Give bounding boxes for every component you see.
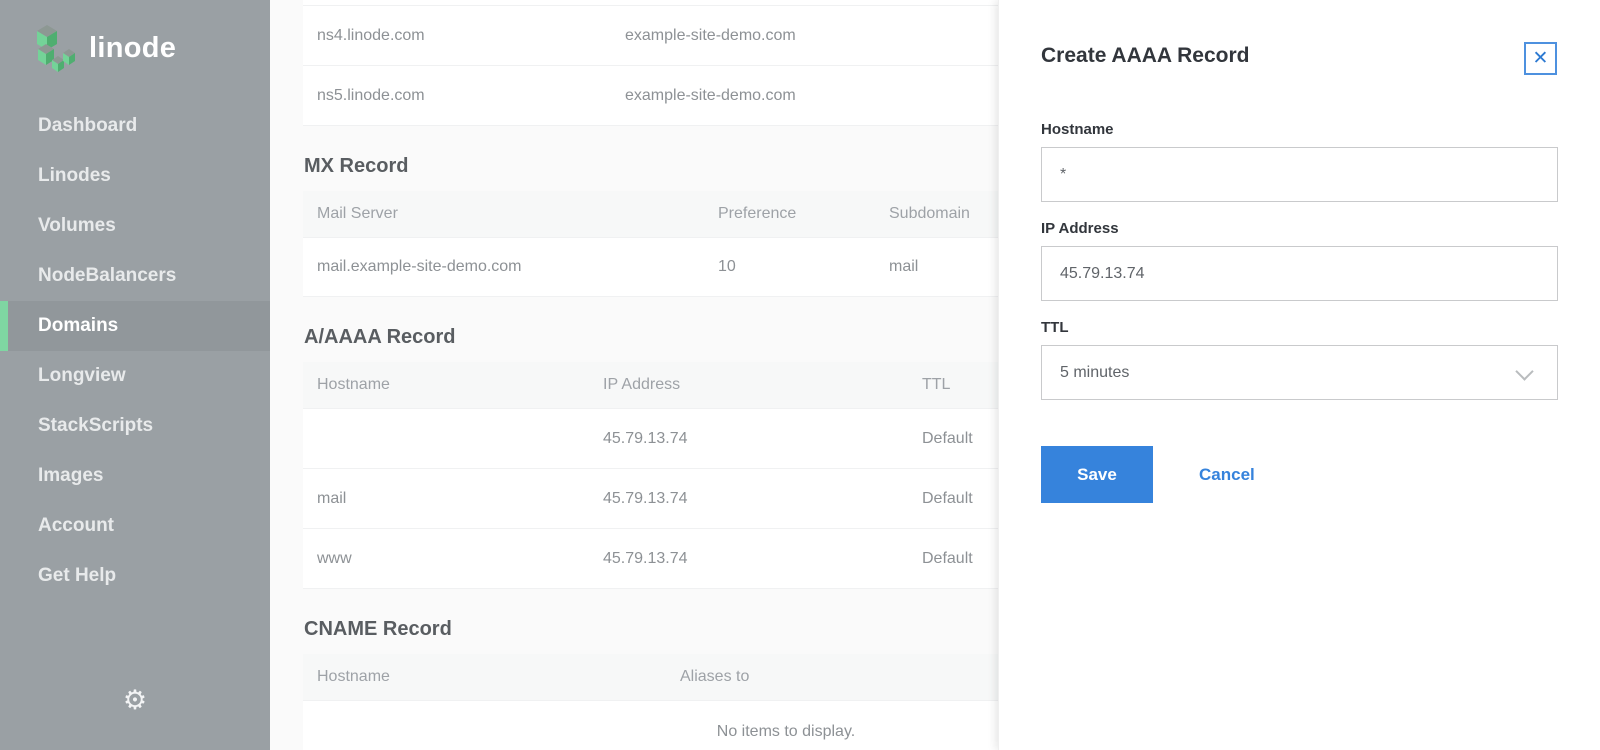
sidebar-item-label: Volumes (38, 215, 116, 236)
ip-cell: 45.79.13.74 (603, 489, 688, 507)
section-title-mx: MX Record (304, 155, 409, 177)
drawer-form: Hostname IP Address TTL 5 minutes Save C… (1041, 120, 1558, 503)
ip-address-input[interactable] (1041, 246, 1558, 301)
sidebar-item-domains[interactable]: Domains (0, 301, 270, 351)
sidebar-item-label: Get Help (38, 565, 117, 586)
sidebar-item-longview[interactable]: Longview (0, 351, 270, 401)
column-header: Hostname (317, 376, 390, 393)
table-row: www 45.79.13.74 Default (303, 529, 998, 589)
column-header: Mail Server (317, 205, 398, 222)
sidebar-footer: ⚙ (0, 685, 270, 716)
sidebar-item-label: Images (38, 465, 104, 486)
table-row: mail.example-site-demo.com 10 mail (303, 238, 998, 297)
sidebar-item-label: NodeBalancers (38, 265, 177, 286)
sidebar-item-dashboard[interactable]: Dashboard (0, 101, 270, 151)
section-title-a-aaaa: A/AAAA Record (304, 326, 456, 348)
sidebar-item-label: Linodes (38, 165, 111, 186)
hostname-cell: mail (317, 489, 347, 507)
column-header: Aliases to (680, 668, 750, 685)
ttl-field-group: TTL 5 minutes (1041, 318, 1558, 400)
linode-logo[interactable]: linode (0, 0, 270, 76)
section-title-cname: CNAME Record (304, 618, 452, 640)
sidebar-item-stackscripts[interactable]: StackScripts (0, 401, 270, 451)
save-button[interactable]: Save (1041, 446, 1153, 503)
table-row: mail 45.79.13.74 Default (303, 469, 998, 529)
hostname-label: Hostname (1041, 121, 1114, 138)
cname-record-table: Hostname Aliases to TTL No items to disp… (303, 654, 998, 750)
sidebar-item-label: Account (38, 515, 114, 536)
table-row: 45.79.13.74 Default (303, 409, 998, 469)
ns-record-table: ns4.linode.com example-site-demo.com ns5… (303, 6, 998, 126)
sidebar-item-nodebalancers[interactable]: NodeBalancers (0, 251, 270, 301)
linode-cubes-icon (33, 16, 77, 81)
sidebar-item-label: Domains (38, 315, 119, 336)
column-header: IP Address (603, 376, 681, 393)
chevron-down-icon (1515, 362, 1534, 381)
column-header: Preference (718, 205, 797, 222)
ns-name-cell: ns4.linode.com (317, 26, 425, 44)
table-row-partial (303, 0, 998, 6)
create-aaaa-record-drawer: Create AAAA Record ✕ Hostname IP Address… (998, 0, 1600, 750)
domain-records-page: ns4.linode.com example-site-demo.com ns5… (303, 0, 998, 750)
sidebar-nav: Dashboard Linodes Volumes NodeBalancers … (0, 101, 270, 601)
empty-state-text: No items to display. (303, 701, 998, 750)
sidebar-item-get-help[interactable]: Get Help (0, 551, 270, 601)
table-header-row: Mail Server Preference Subdomain (303, 191, 998, 238)
preference-cell: 10 (718, 258, 736, 275)
ns-target-cell: example-site-demo.com (625, 26, 796, 44)
a-aaaa-record-table: Hostname IP Address TTL 45.79.13.74 Defa… (303, 362, 998, 589)
ns-name-cell: ns5.linode.com (317, 86, 425, 104)
column-header: Hostname (317, 668, 390, 685)
table-row: ns4.linode.com example-site-demo.com (303, 6, 998, 66)
ip-cell: 45.79.13.74 (603, 549, 688, 567)
sidebar-item-images[interactable]: Images (0, 451, 270, 501)
table-header-row: Hostname Aliases to TTL (303, 654, 998, 701)
sidebar-item-label: StackScripts (38, 415, 154, 436)
mx-record-table: Mail Server Preference Subdomain mail.ex… (303, 191, 998, 297)
logo-text: linode (89, 31, 177, 64)
ttl-selected-value: 5 minutes (1060, 363, 1130, 381)
drawer-actions: Save Cancel (1041, 446, 1558, 503)
column-header: TTL (922, 376, 951, 393)
sidebar-item-volumes[interactable]: Volumes (0, 201, 270, 251)
mail-server-cell: mail.example-site-demo.com (317, 258, 522, 275)
sidebar-item-account[interactable]: Account (0, 501, 270, 551)
cancel-button[interactable]: Cancel (1199, 464, 1255, 484)
main-content: ns4.linode.com example-site-demo.com ns5… (270, 0, 998, 750)
ttl-cell: Default (922, 489, 973, 507)
ttl-select[interactable]: 5 minutes (1041, 345, 1558, 400)
close-icon: ✕ (1532, 48, 1549, 69)
ns-target-cell: example-site-demo.com (625, 86, 796, 104)
ip-cell: 45.79.13.74 (603, 429, 688, 447)
table-row: ns5.linode.com example-site-demo.com (303, 66, 998, 126)
close-button[interactable]: ✕ (1524, 42, 1557, 75)
sidebar-item-label: Longview (38, 365, 126, 386)
ip-address-field-group: IP Address (1041, 219, 1558, 301)
sidebar-item-linodes[interactable]: Linodes (0, 151, 270, 201)
table-header-row: Hostname IP Address TTL (303, 362, 998, 409)
hostname-input[interactable] (1041, 147, 1558, 202)
subdomain-cell: mail (889, 258, 919, 275)
gear-icon[interactable]: ⚙ (122, 685, 148, 715)
ip-address-label: IP Address (1041, 220, 1119, 237)
ttl-label: TTL (1041, 319, 1069, 336)
drawer-title: Create AAAA Record (1041, 44, 1250, 67)
sidebar-item-label: Dashboard (38, 115, 138, 136)
column-header: Subdomain (889, 205, 970, 222)
hostname-field-group: Hostname (1041, 120, 1558, 202)
ttl-cell: Default (922, 549, 973, 567)
hostname-cell: www (317, 549, 352, 567)
ttl-cell: Default (922, 429, 973, 447)
sidebar: linode Dashboard Linodes Volumes NodeBal… (0, 0, 270, 750)
